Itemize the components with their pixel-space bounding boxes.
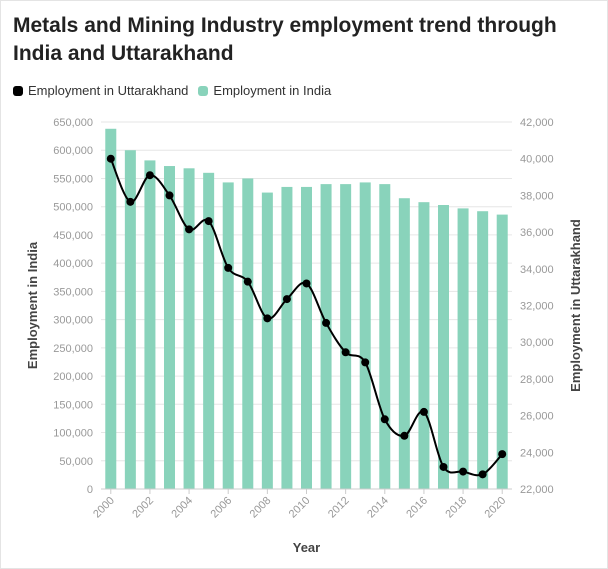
bar — [477, 211, 489, 489]
bar — [457, 208, 469, 489]
uttarakhand-point — [302, 279, 311, 288]
y-tick-label: 100,000 — [53, 428, 93, 440]
x-tick-label: 2014 — [365, 495, 391, 521]
uttarakhand-point — [419, 407, 428, 416]
legend-label-uttarakhand: Employment in Uttarakhand — [28, 83, 189, 98]
chart-title: Metals and Mining Industry employment tr… — [13, 14, 557, 65]
uttarakhand-point — [478, 470, 487, 479]
bar — [320, 184, 332, 489]
legend-label-india: Employment in India — [213, 83, 332, 98]
y2-tick-label: 30,000 — [520, 337, 554, 349]
legend-bar-swatch — [198, 85, 209, 96]
x-tick-label: 2010 — [287, 495, 313, 521]
y-tick-label: 600,000 — [53, 145, 93, 157]
uttarakhand-point — [361, 358, 370, 367]
bar — [105, 128, 117, 489]
y2-tick-label: 40,000 — [520, 154, 554, 166]
y-axis-title: Employment in India — [25, 241, 40, 369]
bar — [496, 214, 508, 489]
y-tick-label: 250,000 — [53, 343, 93, 355]
bar — [359, 182, 371, 489]
bar — [222, 182, 234, 489]
uttarakhand-point — [106, 154, 115, 163]
uttarakhand-point — [145, 171, 154, 180]
uttarakhand-point — [400, 431, 409, 440]
y-tick-label: 200,000 — [53, 371, 93, 383]
bar — [242, 178, 254, 489]
y-tick-label: 50,000 — [59, 456, 93, 468]
y2-axis-title: Employment in Uttarakhand — [568, 219, 583, 392]
bar — [203, 172, 215, 490]
x-tick-label: 2008 — [248, 495, 274, 521]
uttarakhand-point — [263, 314, 272, 323]
uttarakhand-point — [282, 295, 291, 304]
uttarakhand-point — [459, 467, 468, 476]
uttarakhand-point — [224, 263, 233, 272]
bar — [183, 168, 195, 489]
bar — [340, 184, 352, 489]
legend: Employment in Uttarakhand Employment in … — [13, 83, 341, 98]
bar — [144, 160, 156, 489]
y-tick-label: 500,000 — [53, 202, 93, 214]
x-tick-label: 2000 — [91, 495, 117, 521]
x-tick-label: 2012 — [326, 495, 352, 521]
x-tick-label: 2002 — [130, 495, 156, 521]
x-tick-label: 2020 — [483, 495, 509, 521]
y-tick-label: 350,000 — [53, 286, 93, 298]
y-tick-label: 550,000 — [53, 173, 93, 185]
x-tick-label: 2004 — [169, 495, 195, 521]
x-axis-title: Year — [293, 540, 320, 555]
uttarakhand-point — [498, 450, 507, 459]
bars-india — [105, 128, 508, 490]
y-tick-label: 150,000 — [53, 399, 93, 411]
uttarakhand-point — [439, 462, 448, 471]
bar — [301, 186, 312, 489]
y-tick-label: 450,000 — [53, 230, 93, 242]
uttarakhand-point — [322, 318, 331, 327]
uttarakhand-point — [204, 217, 213, 226]
bar — [398, 198, 410, 489]
uttarakhand-point — [341, 348, 350, 357]
y2-tick-label: 26,000 — [520, 411, 554, 423]
legend-item-uttarakhand[interactable]: Employment in Uttarakhand — [13, 83, 188, 98]
uttarakhand-point — [126, 197, 135, 206]
y-tick-label: 650,000 — [53, 117, 93, 129]
y2-tick-label: 38,000 — [520, 190, 554, 202]
line-uttarakhand — [106, 154, 507, 479]
uttarakhand-point — [165, 191, 174, 200]
y2-tick-label: 34,000 — [520, 264, 554, 276]
y-tick-label: 400,000 — [53, 258, 93, 270]
uttarakhand-point — [243, 277, 252, 286]
y2-tick-label: 28,000 — [520, 374, 554, 386]
x-tick-label: 2016 — [404, 495, 430, 521]
bar — [124, 150, 136, 489]
legend-line-swatch — [13, 85, 23, 96]
bar — [164, 166, 175, 490]
x-tick-label: 2006 — [209, 495, 235, 521]
y-tick-label: 300,000 — [53, 315, 93, 327]
legend-item-india[interactable]: Employment in India — [198, 83, 331, 98]
y2-tick-label: 42,000 — [520, 117, 554, 129]
x-tick-label: 2018 — [443, 495, 469, 521]
bar — [281, 186, 293, 489]
bar — [379, 184, 391, 489]
y2-tick-label: 32,000 — [520, 301, 554, 313]
uttarakhand-point — [185, 225, 194, 234]
y2-tick-label: 36,000 — [520, 227, 554, 239]
bar — [438, 204, 449, 489]
bar — [418, 202, 430, 489]
uttarakhand-point — [380, 415, 389, 424]
y2-tick-label: 24,000 — [520, 447, 554, 459]
bar — [261, 192, 273, 490]
y2-tick-label: 22,000 — [520, 484, 554, 496]
y-tick-label: 0 — [87, 484, 93, 496]
